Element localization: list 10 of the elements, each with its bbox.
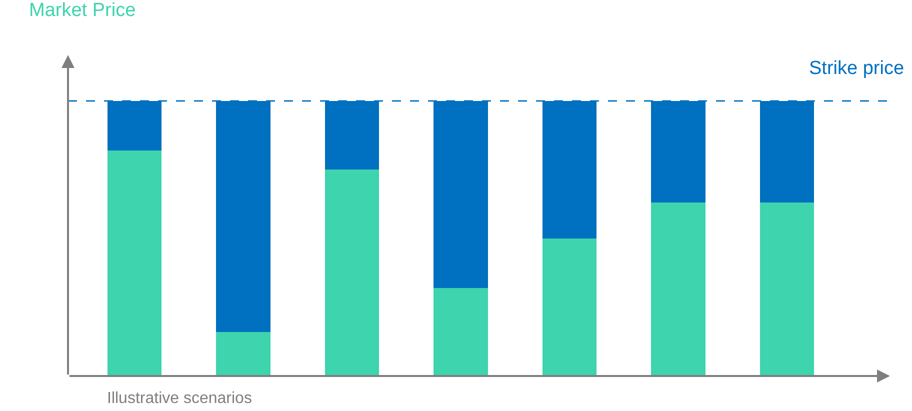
bar [107,150,162,376]
bar [434,288,488,376]
bar [324,170,380,376]
x-axis-title: Illustrative scenarios [107,390,252,407]
y-axis-title: Market Price [29,0,136,21]
bar [760,202,814,376]
bar [651,202,706,376]
bar [542,238,597,376]
ref-line-label: Strike price [809,58,904,79]
bar [216,332,270,376]
